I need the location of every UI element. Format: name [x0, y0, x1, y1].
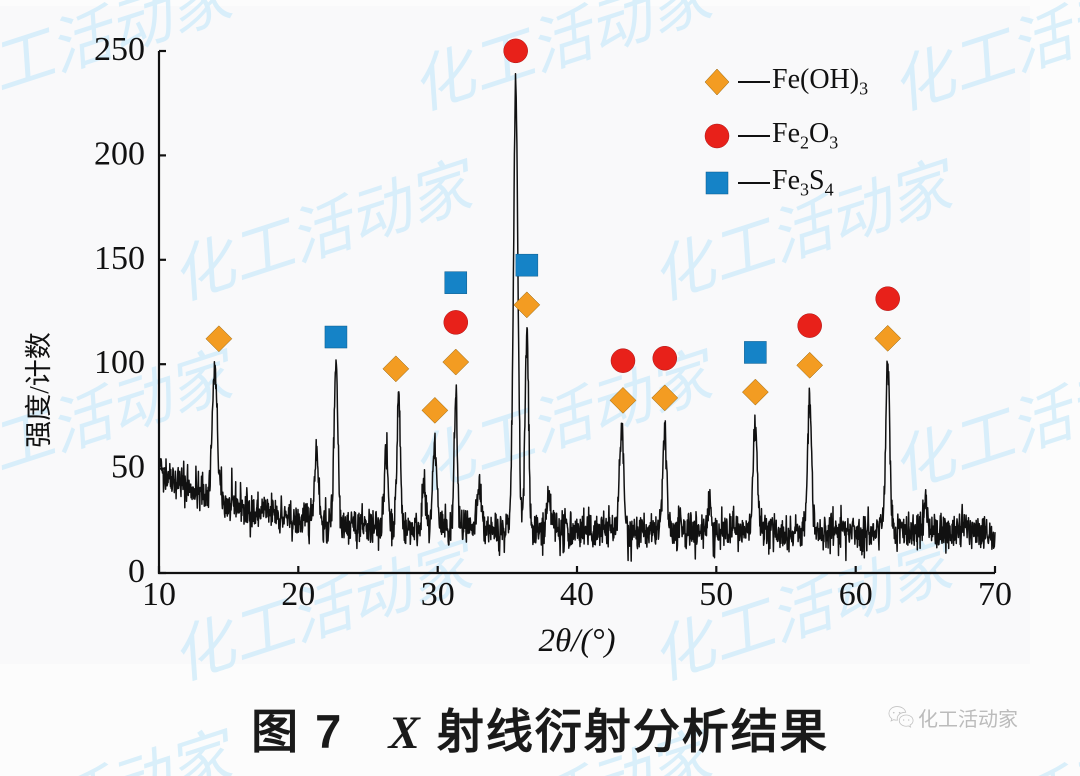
svg-text:20: 20 — [281, 576, 315, 613]
svg-text:60: 60 — [839, 576, 873, 613]
svg-text:40: 40 — [560, 576, 594, 613]
svg-text:强度/计数: 强度/计数 — [24, 332, 54, 448]
svg-text:200: 200 — [94, 135, 145, 172]
svg-text:30: 30 — [421, 576, 455, 613]
svg-text:150: 150 — [94, 240, 145, 277]
svg-text:2θ/(°): 2θ/(°) — [538, 623, 615, 659]
svg-text:10: 10 — [142, 576, 176, 613]
svg-text:250: 250 — [94, 31, 145, 68]
svg-text:50: 50 — [111, 449, 145, 486]
svg-text:100: 100 — [94, 344, 145, 381]
svg-text:50: 50 — [699, 576, 733, 613]
svg-text:70: 70 — [978, 576, 1012, 613]
